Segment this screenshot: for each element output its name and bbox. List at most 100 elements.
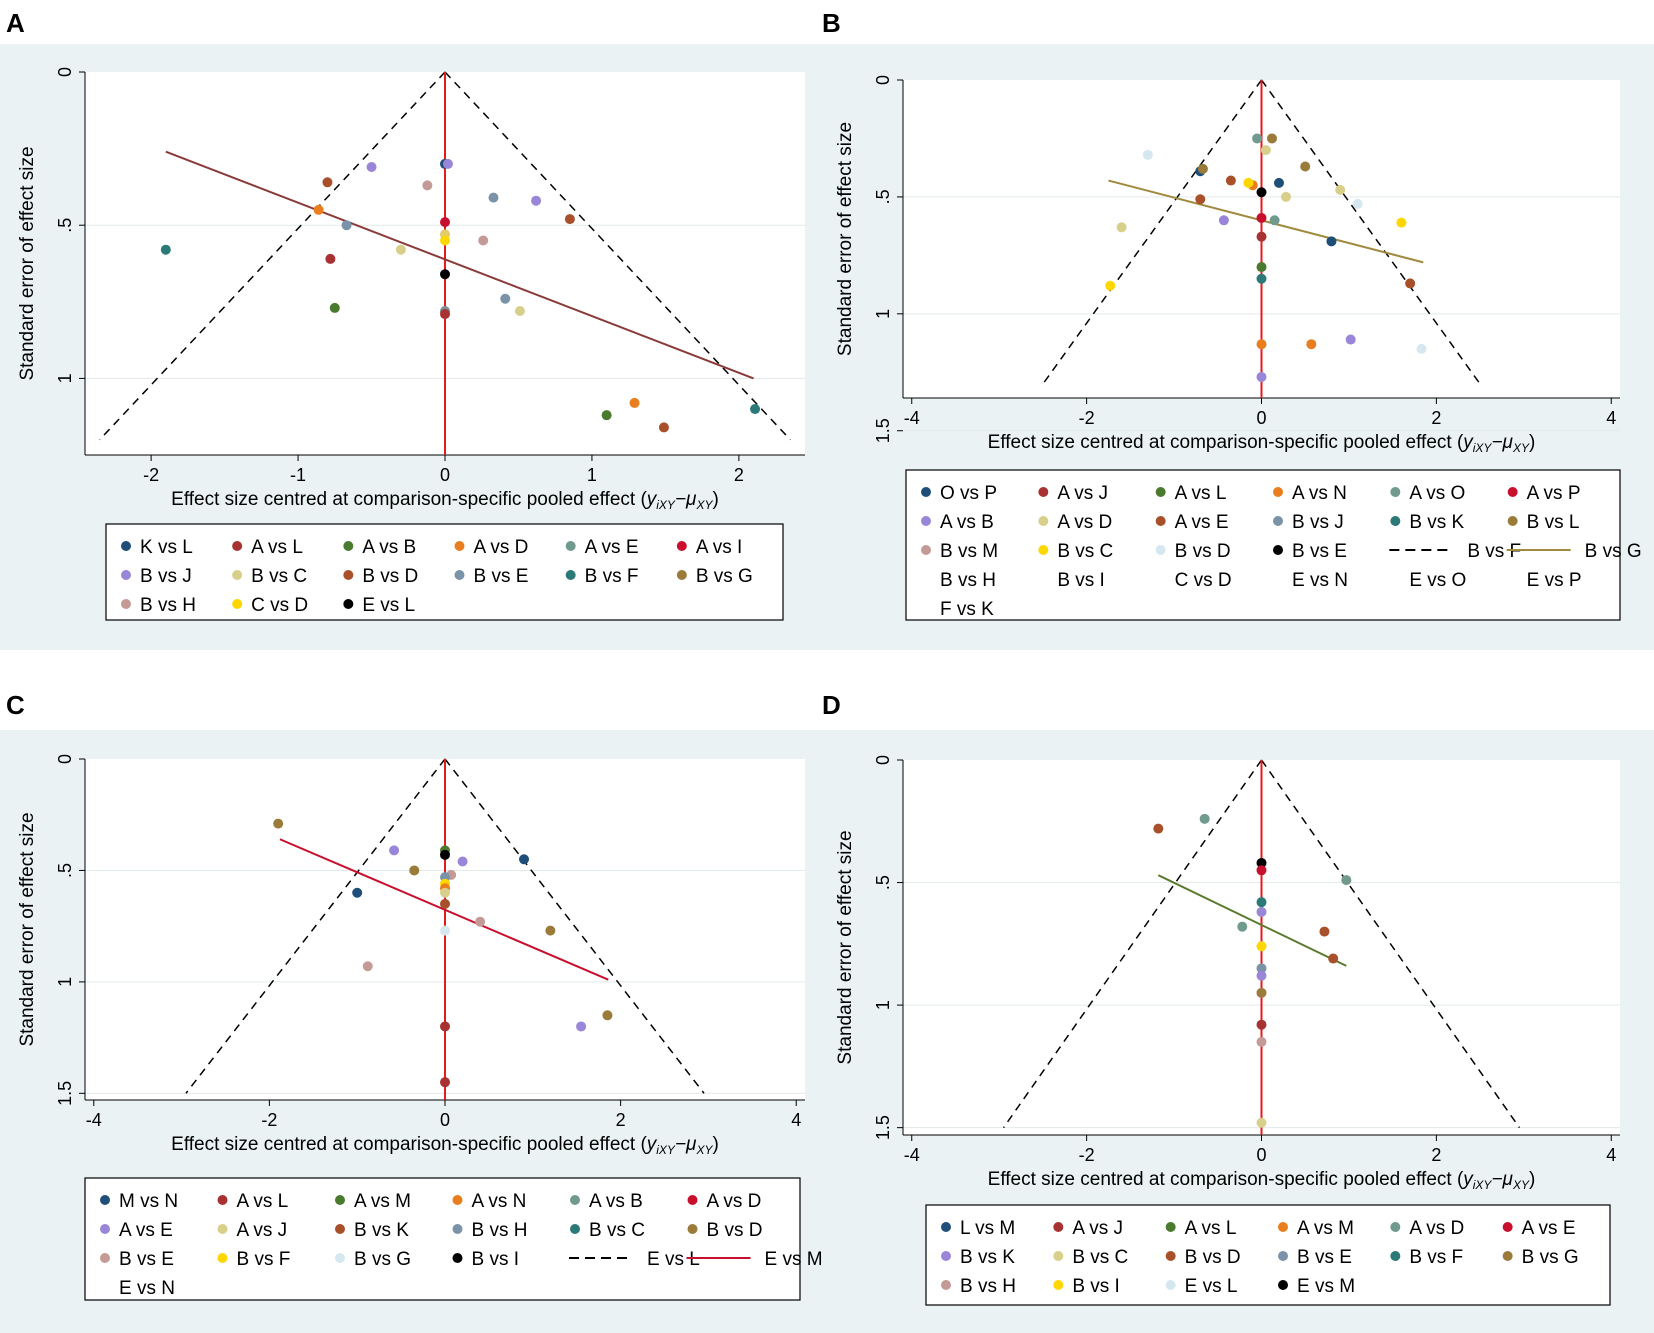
- data-point: [1218, 215, 1229, 226]
- legend-label: B vs F: [585, 566, 639, 587]
- legend-label: A vs E: [1522, 1218, 1576, 1239]
- y-tick-label: .5: [55, 218, 75, 233]
- legend-label: A vs L: [1185, 1218, 1237, 1239]
- data-point: [750, 404, 761, 415]
- data-point: [1256, 273, 1267, 284]
- funnel-left: [99, 71, 446, 441]
- legend-label: B vs E: [1297, 1247, 1352, 1268]
- legend-marker: [1273, 516, 1283, 526]
- legend-label: B vs G: [1522, 1247, 1579, 1268]
- legend-marker: [676, 541, 687, 551]
- data-point: [1256, 1019, 1267, 1030]
- panel-label-d: D: [822, 690, 841, 720]
- data-point: [1256, 339, 1267, 350]
- legend-label: B vs M: [940, 541, 998, 562]
- regression-line: [1157, 874, 1347, 967]
- legend-marker: [452, 1224, 463, 1234]
- data-point: [488, 192, 499, 203]
- y-tick-label: 1: [55, 373, 75, 383]
- data-point: [1243, 177, 1254, 188]
- legend-marker: [1038, 487, 1049, 497]
- legend-marker: [343, 599, 354, 609]
- legend-marker: [232, 541, 243, 551]
- legend-label: B vs J: [1292, 512, 1344, 533]
- x-tick-label: -2: [1079, 1145, 1095, 1165]
- legend-label: B vs I: [1072, 1276, 1120, 1297]
- legend-label: B vs G: [696, 566, 753, 587]
- legend-label: A vs O: [1409, 483, 1465, 504]
- data-point: [1153, 823, 1164, 834]
- data-point: [1256, 212, 1267, 223]
- legend-label: F vs K: [940, 599, 994, 620]
- x-tick-label: -2: [261, 1110, 277, 1130]
- y-tick-label: 1.5: [873, 418, 893, 443]
- legend-label: E vs L: [362, 595, 415, 616]
- data-point: [1328, 953, 1339, 964]
- legend-label: B vs E: [119, 1249, 174, 1270]
- y-axis-label: Standard error of effect size: [835, 830, 856, 1064]
- data-point: [313, 204, 324, 215]
- x-tick-label: 0: [440, 465, 450, 485]
- regression-line: [165, 150, 754, 380]
- legend-label: E vs P: [1527, 570, 1582, 591]
- legend-marker: [232, 570, 243, 580]
- legend-marker: [1053, 1280, 1064, 1290]
- legend-label: B vs F: [1467, 541, 1521, 562]
- data-point: [1252, 133, 1263, 144]
- data-point: [1256, 371, 1267, 382]
- legend-label: B vs H: [472, 1220, 528, 1241]
- legend-marker: [1390, 1251, 1401, 1261]
- legend-label: A vs N: [472, 1191, 527, 1212]
- legend-label: B vs H: [140, 595, 196, 616]
- legend-marker: [1273, 487, 1283, 497]
- data-point: [440, 898, 450, 909]
- data-point: [341, 220, 352, 231]
- funnel-left: [1002, 759, 1263, 1129]
- data-point: [395, 244, 406, 255]
- x-tick-label: 4: [791, 1110, 801, 1130]
- data-point: [1256, 963, 1267, 974]
- legend-marker: [1507, 516, 1518, 526]
- legend-label: A vs N: [1292, 483, 1347, 504]
- legend-label: B vs K: [354, 1220, 409, 1241]
- y-tick-label: 1.5: [873, 1115, 893, 1140]
- data-point: [602, 1010, 613, 1021]
- data-point: [440, 1021, 450, 1032]
- legend-label: B vs F: [1409, 1247, 1463, 1268]
- data-point: [629, 397, 640, 408]
- data-point: [1199, 813, 1210, 824]
- legend-marker: [941, 1222, 951, 1232]
- funnel-right: [444, 758, 705, 1094]
- legend-label: A vs B: [362, 537, 416, 558]
- data-point: [1142, 149, 1153, 160]
- data-point: [1256, 865, 1267, 876]
- data-point: [1195, 194, 1206, 205]
- data-point: [1341, 875, 1352, 886]
- data-point: [1256, 941, 1267, 952]
- legend-label: B vs D: [362, 566, 418, 587]
- legend-label: B vs H: [940, 570, 996, 591]
- legend-marker: [921, 545, 931, 555]
- legend-marker: [454, 541, 465, 551]
- legend-marker: [1273, 545, 1283, 555]
- x-axis-label: Effect size centred at comparison-specif…: [988, 1169, 1536, 1192]
- funnel-right: [444, 71, 791, 441]
- y-tick-label: 0: [873, 755, 893, 765]
- data-point: [1256, 987, 1267, 998]
- legend-label: B vs D: [1185, 1247, 1241, 1268]
- data-point: [1416, 343, 1427, 354]
- legend-label: A vs D: [707, 1191, 762, 1212]
- data-point: [1273, 177, 1284, 188]
- legend-marker: [121, 570, 131, 580]
- panel-b: 0 .5 1 1.5 -4 -2 0 2 4 Standard error of effect s…: [826, 44, 1654, 650]
- legend-marker: [452, 1253, 463, 1263]
- data-point: [440, 217, 450, 228]
- legend-marker: [941, 1280, 951, 1290]
- data-point: [440, 925, 450, 936]
- x-tick-label: 2: [616, 1110, 626, 1130]
- data-point: [1266, 133, 1277, 144]
- panel-label-a: A: [6, 8, 25, 38]
- funnel-right: [1260, 79, 1481, 385]
- y-axis-label: Standard error of effect size: [17, 812, 38, 1046]
